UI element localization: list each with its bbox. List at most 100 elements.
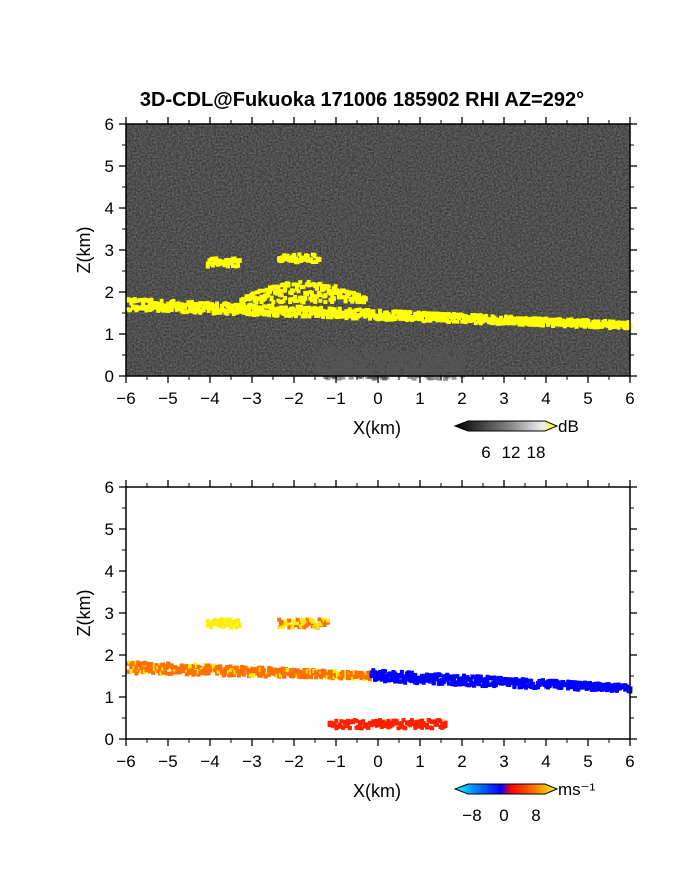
data-cell — [215, 301, 220, 306]
data-cell — [418, 722, 423, 727]
data-cell — [423, 311, 428, 316]
data-cell — [238, 309, 243, 314]
data-cell — [589, 323, 594, 328]
data-cell — [294, 286, 299, 291]
data-cell — [273, 671, 278, 676]
data-cell — [225, 264, 230, 269]
data-cell — [276, 284, 281, 289]
data-cell — [512, 316, 517, 321]
data-cell — [502, 318, 507, 323]
data-cell — [527, 321, 532, 326]
data-cell — [260, 309, 265, 314]
data-cell — [342, 349, 348, 355]
data-cell — [283, 305, 288, 310]
data-cell — [363, 297, 368, 302]
data-cell — [317, 363, 323, 369]
data-cell — [443, 720, 448, 725]
data-cell — [209, 625, 214, 630]
y-tick-label: 6 — [105, 115, 114, 134]
data-cell — [305, 253, 310, 258]
data-cell — [276, 286, 281, 291]
data-cell — [426, 311, 431, 316]
data-cell — [374, 677, 379, 682]
data-cell — [425, 722, 430, 727]
data-cell — [132, 299, 137, 304]
data-cell — [333, 361, 339, 367]
data-cell — [367, 356, 373, 362]
data-cell — [398, 679, 403, 684]
data-cell — [498, 315, 503, 320]
data-cell — [455, 319, 460, 324]
data-cell — [346, 370, 352, 376]
data-cell — [304, 675, 309, 680]
data-cell — [229, 261, 234, 266]
data-cell — [505, 679, 510, 684]
data-cell — [388, 362, 394, 368]
data-cell — [315, 358, 320, 364]
data-cell — [126, 297, 130, 302]
data-cell — [318, 292, 323, 297]
y-tick-label: 0 — [105, 730, 114, 749]
data-cell — [384, 721, 389, 726]
data-cell — [529, 678, 534, 683]
data-cell — [616, 325, 621, 330]
data-cell — [430, 673, 435, 678]
data-cell — [365, 368, 371, 374]
data-cell — [299, 624, 304, 629]
data-cell — [319, 359, 325, 365]
data-cell — [376, 314, 381, 319]
data-cell — [169, 663, 174, 668]
data-cell — [434, 359, 440, 365]
x-tick-label: 3 — [499, 752, 508, 771]
data-cell — [149, 297, 154, 302]
data-cell — [574, 680, 579, 685]
data-cell — [290, 625, 295, 630]
data-cell — [337, 722, 342, 727]
data-cell — [544, 316, 549, 321]
y-tick-label: 1 — [105, 325, 114, 344]
x-tick-label: −1 — [326, 752, 345, 771]
data-cell — [266, 293, 271, 298]
data-cell — [299, 295, 304, 300]
data-cell — [457, 350, 463, 356]
data-cell — [512, 683, 517, 688]
data-cell — [384, 354, 390, 360]
x-axis-label: X(km) — [353, 418, 401, 438]
data-cell — [572, 322, 577, 327]
x-tick-label: −3 — [242, 389, 261, 408]
x-tick-label: 6 — [625, 389, 634, 408]
data-cell — [420, 718, 424, 723]
data-cell — [307, 314, 312, 319]
data-cell — [618, 686, 623, 691]
data-cell — [408, 310, 413, 315]
data-cell — [250, 669, 255, 674]
data-cell — [421, 319, 426, 324]
x-tick-label: −6 — [116, 389, 135, 408]
data-cell — [321, 283, 326, 288]
colorbar-scale — [453, 783, 559, 795]
data-cell — [459, 363, 465, 369]
data-cell — [362, 314, 367, 319]
data-cell — [492, 680, 497, 685]
data-cell — [425, 725, 430, 730]
data-cell — [549, 317, 554, 322]
data-cell — [216, 669, 221, 674]
data-cell — [576, 687, 581, 692]
data-cell — [375, 366, 381, 372]
data-cell — [393, 671, 398, 676]
data-cell — [372, 670, 377, 675]
data-cell — [325, 620, 330, 625]
data-cell — [522, 682, 527, 687]
data-cell — [349, 313, 354, 318]
data-cell — [319, 305, 324, 310]
data-cell — [179, 302, 184, 307]
data-cell — [151, 670, 156, 675]
data-cell — [440, 315, 445, 320]
data-cell — [348, 290, 353, 295]
data-cell — [281, 282, 286, 287]
data-cell — [347, 676, 352, 681]
data-cell — [445, 678, 450, 683]
data-cell — [346, 722, 351, 727]
data-cell — [325, 618, 330, 623]
data-cell — [287, 618, 292, 623]
